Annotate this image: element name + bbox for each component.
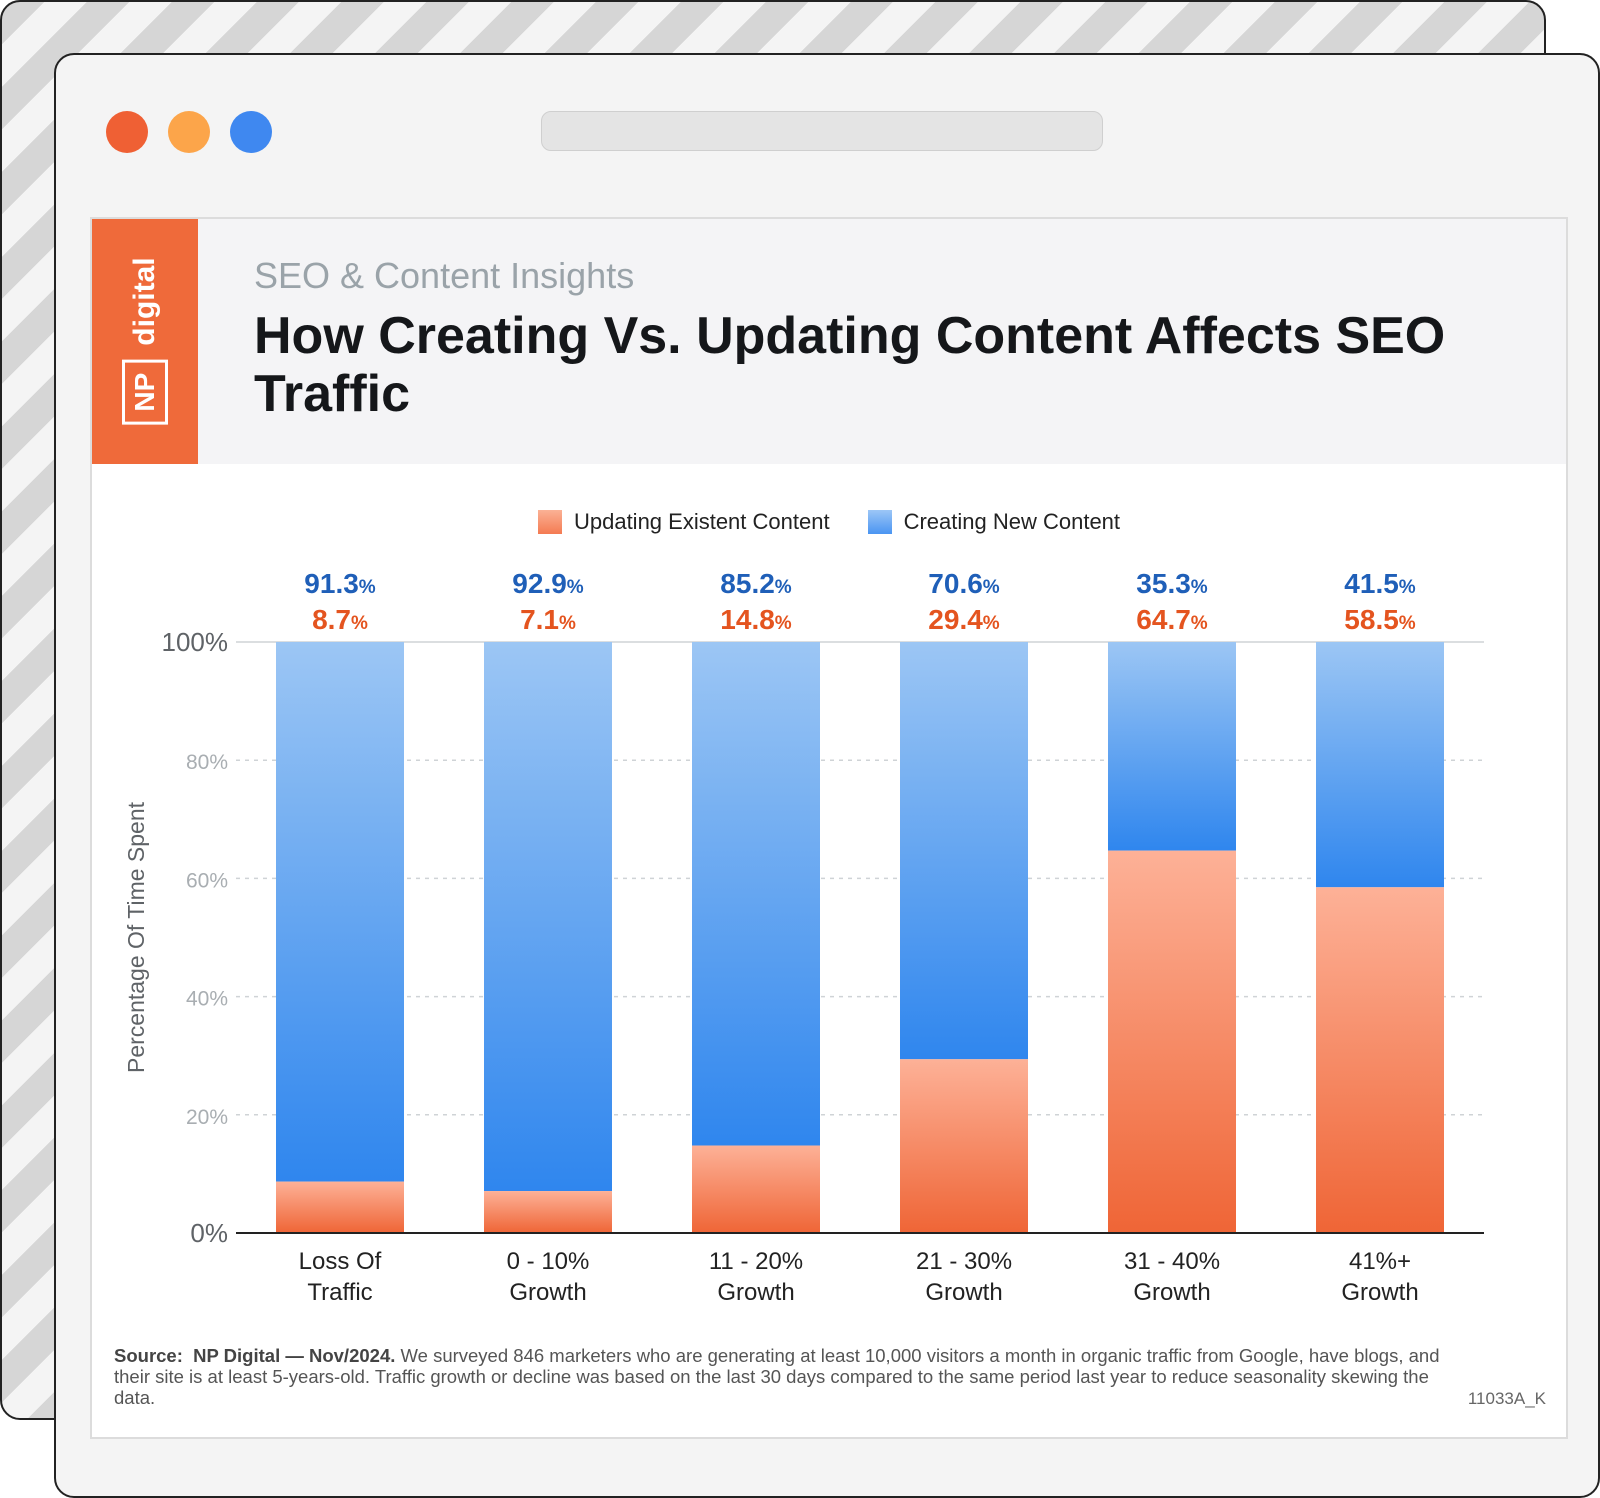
value-label-updating-0: 8.7% bbox=[312, 604, 368, 635]
y-tick-label-40: 40% bbox=[186, 988, 228, 1011]
legend-item-updating: Updating Existent Content bbox=[537, 509, 830, 535]
bar-creating-5 bbox=[1316, 642, 1444, 888]
bar-creating-4 bbox=[1108, 642, 1236, 851]
x-tick-label-1-0: 0 - 10% bbox=[507, 1248, 590, 1275]
source-text: We surveyed 846 marketers who are genera… bbox=[114, 1345, 1440, 1408]
value-label-updating-3: 29.4% bbox=[928, 604, 1000, 635]
stacked-bar-chart: 0% 20% 40% 60% 80% 100% Percentage Of Time Spe… bbox=[123, 568, 1484, 1306]
x-tick-label-5-0: 41%+ bbox=[1349, 1248, 1411, 1275]
y-tick-label-60: 60% bbox=[186, 869, 228, 892]
x-tick-label-3-1: Growth bbox=[925, 1279, 1002, 1306]
x-tick-label-4-1: Growth bbox=[1133, 1279, 1210, 1306]
address-bar[interactable] bbox=[541, 111, 1103, 151]
y-axis-label: Percentage Of Time Spent bbox=[123, 801, 149, 1073]
bar-updating-0 bbox=[276, 1181, 404, 1233]
value-label-creating-5: 41.5% bbox=[1344, 568, 1416, 599]
legend-swatch-creating bbox=[867, 510, 892, 534]
value-label-updating-2: 14.8% bbox=[720, 604, 792, 635]
x-tick-label-1-1: Growth bbox=[509, 1279, 586, 1306]
x-tick-label-5-1: Growth bbox=[1341, 1279, 1418, 1306]
np-digital-logo: NP digital bbox=[92, 219, 198, 464]
bar-creating-3 bbox=[900, 642, 1028, 1060]
card-header: NP digital SEO & Content Insights How Cr… bbox=[92, 219, 1566, 464]
x-tick-label-0-0: Loss Of bbox=[299, 1248, 382, 1275]
bar-updating-4 bbox=[1108, 850, 1236, 1233]
bar-creating-0 bbox=[276, 642, 404, 1182]
value-label-creating-0: 91.3% bbox=[304, 568, 376, 599]
bar-updating-5 bbox=[1316, 887, 1444, 1233]
bar-creating-1 bbox=[484, 642, 612, 1192]
kicker: SEO & Content Insights bbox=[254, 255, 635, 296]
bar-updating-3 bbox=[900, 1059, 1028, 1233]
value-label-updating-5: 58.5% bbox=[1344, 604, 1416, 635]
x-tick-label-2-0: 11 - 20% bbox=[709, 1248, 803, 1275]
legend-label-creating: Creating New Content bbox=[903, 509, 1121, 534]
value-label-creating-3: 70.6% bbox=[928, 568, 1000, 599]
infographic-code: 11033A_K bbox=[1467, 1389, 1546, 1408]
y-tick-label-20: 20% bbox=[186, 1106, 228, 1129]
source-name: NP Digital — Nov/2024. bbox=[193, 1345, 396, 1366]
value-label-updating-4: 64.7% bbox=[1136, 604, 1208, 635]
legend-label-updating: Updating Existent Content bbox=[573, 509, 830, 534]
legend-swatch-updating bbox=[537, 510, 562, 534]
infographic-card: NP digital SEO & Content Insights How Cr… bbox=[90, 217, 1568, 1439]
bar-creating-2 bbox=[692, 642, 820, 1146]
minimize-dot[interactable] bbox=[168, 111, 210, 153]
maximize-dot[interactable] bbox=[230, 111, 272, 153]
close-dot[interactable] bbox=[106, 111, 148, 153]
x-tick-label-4-0: 31 - 40% bbox=[1124, 1248, 1220, 1275]
y-tick-label-100: 100% bbox=[162, 627, 229, 657]
source-label: Source: bbox=[114, 1345, 183, 1366]
y-tick-label-80: 80% bbox=[186, 751, 228, 774]
source-note: Source: NP Digital — Nov/2024. We survey… bbox=[114, 1345, 1444, 1408]
value-label-creating-2: 85.2% bbox=[720, 568, 792, 599]
browser-window: NP digital SEO & Content Insights How Cr… bbox=[54, 53, 1600, 1498]
bar-updating-2 bbox=[692, 1145, 820, 1233]
x-tick-label-3-0: 21 - 30% bbox=[916, 1248, 1012, 1275]
value-label-creating-4: 35.3% bbox=[1136, 568, 1208, 599]
legend-item-creating: Creating New Content bbox=[867, 509, 1121, 535]
page-title: How Creating Vs. Updating Content Affect… bbox=[254, 307, 1446, 423]
chart-legend: Updating Existent Content Creating New C… bbox=[92, 507, 1566, 537]
x-tick-label-0-1: Traffic bbox=[307, 1279, 372, 1306]
bar-updating-1 bbox=[484, 1191, 612, 1233]
y-tick-label-0: 0% bbox=[190, 1218, 228, 1248]
value-label-creating-1: 92.9% bbox=[512, 568, 584, 599]
value-label-updating-1: 7.1% bbox=[520, 604, 576, 635]
x-tick-label-2-1: Growth bbox=[717, 1279, 794, 1306]
